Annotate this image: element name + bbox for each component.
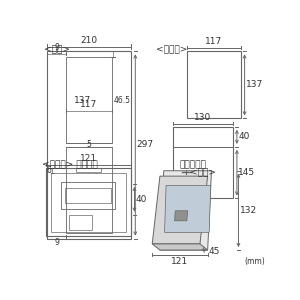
Text: 210: 210 bbox=[80, 36, 98, 45]
Text: スタンド時: スタンド時 bbox=[179, 161, 206, 170]
Bar bbox=[76, 168, 101, 172]
Bar bbox=[51, 173, 126, 232]
Text: 121: 121 bbox=[171, 257, 188, 266]
Text: <小袋>: <小袋> bbox=[190, 168, 216, 177]
Text: 121: 121 bbox=[80, 154, 97, 163]
Text: 9: 9 bbox=[54, 43, 59, 52]
Text: 132: 132 bbox=[240, 206, 257, 215]
Text: 40: 40 bbox=[136, 195, 147, 204]
Polygon shape bbox=[160, 171, 212, 250]
Bar bbox=[69, 214, 92, 230]
Bar bbox=[187, 51, 241, 118]
Text: 130: 130 bbox=[194, 113, 212, 122]
Text: 117: 117 bbox=[205, 37, 222, 46]
Polygon shape bbox=[152, 244, 208, 250]
Text: 5: 5 bbox=[87, 140, 92, 149]
Text: (mm): (mm) bbox=[244, 257, 266, 266]
Text: <用紙>: <用紙> bbox=[44, 45, 70, 54]
Text: 40: 40 bbox=[238, 132, 250, 141]
Polygon shape bbox=[152, 176, 208, 244]
Polygon shape bbox=[175, 211, 188, 221]
Bar bbox=[47, 51, 131, 238]
Text: <カード>: <カード> bbox=[156, 45, 188, 54]
Bar bbox=[46, 168, 131, 236]
Text: 137: 137 bbox=[74, 96, 91, 105]
Bar bbox=[66, 57, 112, 143]
Text: 46.5: 46.5 bbox=[114, 96, 131, 105]
Bar bbox=[65, 188, 111, 203]
Bar bbox=[61, 182, 115, 209]
Text: 117: 117 bbox=[80, 100, 98, 109]
Polygon shape bbox=[164, 185, 211, 232]
Text: 137: 137 bbox=[246, 80, 263, 89]
Text: 6: 6 bbox=[47, 166, 52, 175]
Text: <ケース> 閉じた時: <ケース> 閉じた時 bbox=[42, 161, 98, 170]
Text: 45: 45 bbox=[208, 247, 220, 256]
Bar bbox=[66, 146, 112, 233]
Text: 297: 297 bbox=[137, 140, 154, 149]
Text: 145: 145 bbox=[238, 168, 256, 177]
Text: 9: 9 bbox=[54, 238, 59, 247]
Bar bbox=[173, 127, 233, 199]
